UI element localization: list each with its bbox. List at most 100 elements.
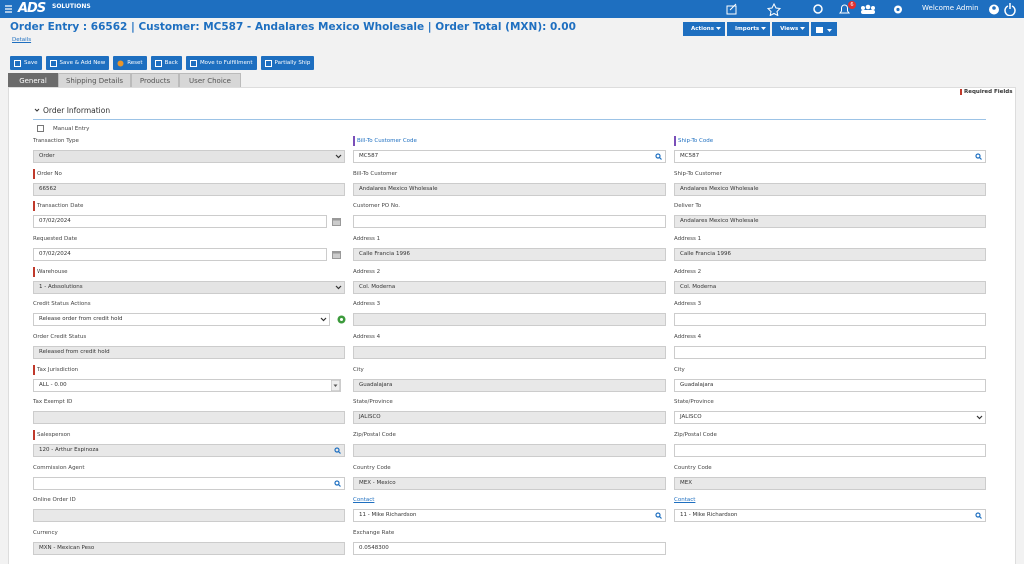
menu-button[interactable]: Imports <box>727 22 771 36</box>
field-label: Country Code <box>353 464 391 471</box>
top-bar: ADS SOLUTIONS 6 Welcome Admin <box>0 0 1024 18</box>
field-label: Order No <box>33 168 62 179</box>
checkbox-label: Manual Entry <box>53 126 90 132</box>
field-input[interactable]: 11 - Mike Richardson <box>353 509 666 523</box>
field-input[interactable] <box>674 346 986 360</box>
field-input[interactable]: 11 - Mike Richardson <box>674 509 986 523</box>
field-input[interactable]: Andalares Mexico Wholesale <box>674 182 986 196</box>
checkbox[interactable] <box>37 125 44 132</box>
field-label: Address 2 <box>353 268 381 275</box>
field-input[interactable]: Release order from credit hold <box>33 313 330 327</box>
field-label: Address 4 <box>353 334 381 341</box>
section-title[interactable]: Order Information <box>43 106 111 115</box>
field-label: Warehouse <box>33 266 68 277</box>
toolbar-button[interactable]: Save & Add New <box>45 56 110 70</box>
field-label: Customer PO No. <box>353 203 400 210</box>
field-label: Exchange Rate <box>353 530 395 537</box>
field-label: Address 3 <box>674 301 702 308</box>
grid-icon <box>816 27 833 33</box>
field-input[interactable]: Andalares Mexico Wholesale <box>353 182 666 196</box>
field-input[interactable]: Andalares Mexico Wholesale <box>674 215 986 229</box>
button-icon <box>49 59 57 67</box>
field-label: Requested Date <box>33 236 78 242</box>
field-input[interactable]: JALISCO <box>353 411 666 425</box>
page-title: Order Entry : 66562 | Customer: MC587 - … <box>10 21 576 33</box>
field-input[interactable]: Guadalajara <box>353 378 666 392</box>
collapse-icon[interactable] <box>34 107 40 113</box>
field-input[interactable] <box>353 346 666 360</box>
field-label: Salesperson <box>33 430 71 441</box>
welcome-text[interactable]: Welcome Admin <box>922 4 979 12</box>
field-label: Deliver To <box>674 203 702 210</box>
field-input[interactable]: Released from credit hold <box>33 346 345 360</box>
field-label: City <box>353 366 364 373</box>
field-label: Ship-To Customer <box>674 170 722 177</box>
select-arrow <box>335 285 342 290</box>
menu-bar: Actions Imports Views <box>683 22 838 36</box>
search-icon <box>975 512 982 520</box>
field-label: Order Credit Status <box>33 334 87 341</box>
field-input[interactable]: MEX - Mexico <box>353 476 666 490</box>
field-label: Bill-To Customer <box>353 170 398 177</box>
search-icon <box>975 153 982 160</box>
field-input[interactable]: Col. Moderna <box>674 280 986 294</box>
field-input[interactable]: Calle Francia 1996 <box>674 248 986 261</box>
button-icon <box>117 60 124 66</box>
field-label: State/Province <box>353 399 393 406</box>
caret <box>716 27 721 30</box>
field-input[interactable]: 0.0548300 <box>353 542 666 556</box>
details-link[interactable]: Details <box>12 37 32 43</box>
field-label[interactable]: Contact <box>353 497 375 504</box>
toolbar-button[interactable]: Reset <box>113 56 147 70</box>
field-input[interactable]: Guadalajara <box>674 378 986 392</box>
field-input[interactable] <box>33 411 345 425</box>
field-input[interactable] <box>353 215 666 229</box>
field-input[interactable]: ALL - 0.00 <box>33 378 341 392</box>
field-input[interactable] <box>353 444 666 458</box>
field-input[interactable] <box>674 313 986 327</box>
field-input[interactable]: 07/02/2024 <box>33 215 327 229</box>
field-label[interactable]: Bill-To Customer Code <box>353 136 417 146</box>
field-input[interactable]: 07/02/2024 <box>33 248 327 261</box>
notification-badge: 6 <box>848 1 856 9</box>
grid-menu-button[interactable] <box>811 22 838 36</box>
field-input[interactable]: 66562 <box>33 182 345 196</box>
calendar-icon <box>332 218 341 227</box>
caret <box>761 27 767 30</box>
menu-button[interactable]: Actions <box>683 22 725 36</box>
calendar-icon <box>332 251 341 259</box>
field-label: Address 1 <box>353 236 381 242</box>
field-label[interactable]: Contact <box>674 497 696 504</box>
field-input[interactable]: Order <box>33 150 345 163</box>
help-icon <box>337 315 346 324</box>
search-icon <box>655 512 662 520</box>
button-icon <box>189 59 197 67</box>
field-input[interactable]: JALISCO <box>674 411 986 425</box>
field-input[interactable]: MEX <box>674 476 986 490</box>
field-input[interactable]: MC587 <box>353 150 666 163</box>
field-input[interactable]: 1 - Adssolutions <box>33 280 345 294</box>
field-input[interactable]: 120 - Arthur Espinoza <box>33 444 345 458</box>
toolbar-button[interactable]: Back <box>150 56 182 70</box>
field-input[interactable]: MC587 <box>674 150 986 163</box>
field-input[interactable]: Calle Francia 1996 <box>353 248 666 261</box>
toolbar-button[interactable]: Partially Ship <box>260 56 315 70</box>
logo[interactable]: ADS <box>18 1 46 16</box>
field-label: Address 1 <box>674 236 702 242</box>
menu-button[interactable]: Views <box>772 22 810 36</box>
field-input[interactable] <box>353 313 666 327</box>
field-label[interactable]: Ship-To Code <box>674 136 713 146</box>
field-input[interactable] <box>674 444 986 458</box>
toolbar-button[interactable]: Save <box>10 56 42 70</box>
field-input[interactable]: MXN - Mexican Peso <box>33 542 345 556</box>
toolbar-button[interactable]: Move to Fulfillment <box>185 56 257 70</box>
field-input[interactable]: Col. Moderna <box>353 280 666 294</box>
menu-icon[interactable] <box>4 4 14 14</box>
button-icon <box>14 59 21 67</box>
field-input[interactable] <box>33 509 345 523</box>
field-label: Online Order ID <box>33 497 76 504</box>
logo-sub: SOLUTIONS <box>52 3 91 10</box>
field-input[interactable] <box>33 476 345 490</box>
search-icon <box>334 480 341 487</box>
required-note: Required Fields <box>960 89 1012 95</box>
